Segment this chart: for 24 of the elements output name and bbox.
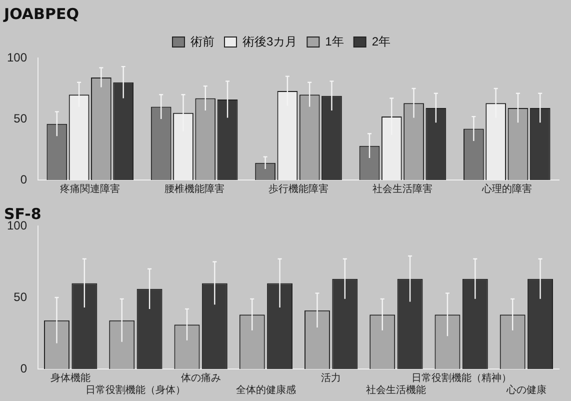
x-tick-label: 日常役割機能（精神）: [411, 372, 512, 384]
x-tick-label: 体の痛み: [180, 372, 221, 384]
x-tick-label: 身体機能: [50, 372, 91, 384]
x-tick-label: 心の健康: [505, 384, 546, 396]
y-tick-label: 0: [20, 172, 28, 186]
x-tick-label: 全体的健康感: [236, 384, 296, 396]
legend-label: 1年: [325, 34, 344, 48]
x-tick-label: 腰椎機能障害: [164, 182, 224, 195]
y-tick-label: 100: [6, 50, 28, 64]
y-tick-label: 100: [6, 218, 28, 232]
y-tick-label: 50: [14, 111, 28, 126]
legend-label: 2年: [372, 34, 391, 48]
x-tick-label: 社会生活障害: [372, 182, 433, 195]
legend-label: 術前: [190, 34, 214, 48]
x-tick-label: 日常役割機能（身体）: [86, 384, 186, 396]
y-tick-label: 50: [14, 290, 28, 304]
x-tick-label: 社会生活機能: [366, 384, 426, 396]
y-tick-label: 0: [20, 361, 28, 376]
x-tick-label: 歩行機能障害: [268, 182, 329, 195]
x-tick-label: 活力: [321, 372, 342, 384]
x-tick-label: 疼痛関連障害: [60, 182, 120, 195]
chart-title: JOABPEQ: [3, 4, 79, 23]
x-tick-label: 心理的障害: [480, 182, 532, 195]
legend-label: 術後3カ月: [242, 34, 298, 48]
